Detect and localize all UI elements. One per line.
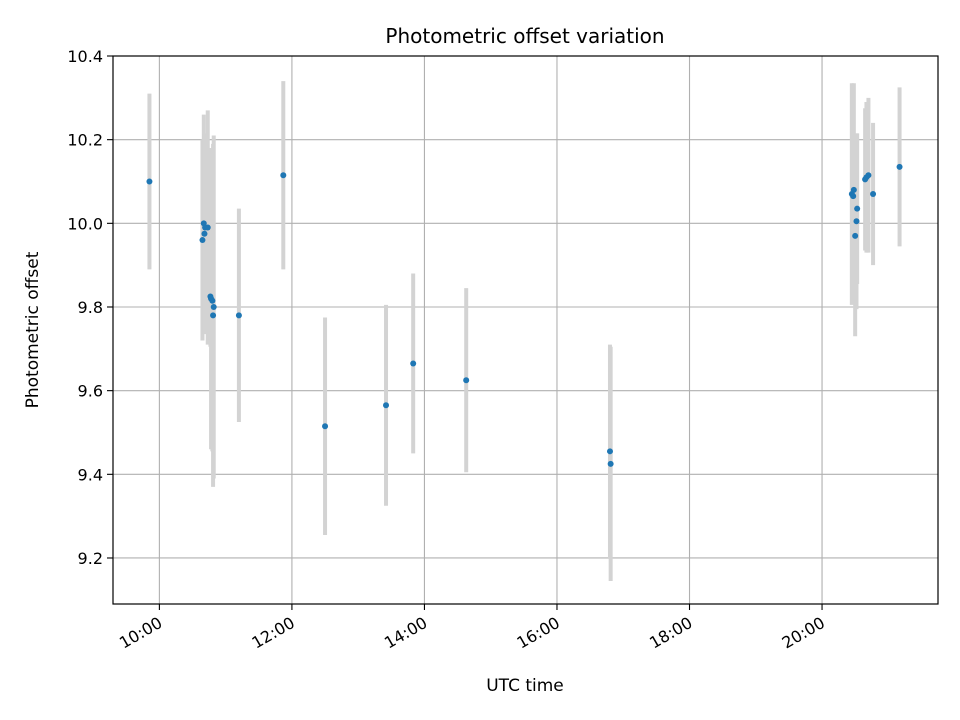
y-tick-label: 9.2 <box>78 549 103 568</box>
y-tick-label: 10.4 <box>67 47 103 66</box>
data-point <box>850 193 857 200</box>
y-axis-ticks: 9.2 9.4 9.6 9.8 10.0 10.2 10.4 <box>67 47 113 568</box>
data-point <box>204 224 211 231</box>
data-point <box>854 205 861 212</box>
data-point <box>322 423 329 430</box>
y-tick-label: 10.2 <box>67 131 103 150</box>
data-point <box>865 172 872 179</box>
data-point <box>463 377 470 384</box>
data-point <box>410 360 417 367</box>
data-point <box>607 460 614 467</box>
data-point <box>852 232 859 239</box>
plot-background <box>113 56 938 604</box>
y-tick-label: 10.0 <box>67 214 103 233</box>
grid <box>113 55 938 604</box>
data-point <box>209 297 216 304</box>
y-tick-label: 9.4 <box>78 465 103 484</box>
y-tick-label: 9.8 <box>78 298 103 317</box>
x-axis-label: UTC time <box>486 676 564 696</box>
data-point <box>199 237 206 244</box>
plot-frame <box>112 55 939 605</box>
data-point <box>201 230 208 237</box>
data-point <box>853 218 860 225</box>
data-point <box>235 312 242 319</box>
data-point <box>896 163 903 170</box>
data-point <box>146 178 153 185</box>
data-point <box>210 303 217 310</box>
y-axis-label: Photometric offset <box>23 251 43 408</box>
data-point <box>870 191 877 198</box>
data-point <box>210 312 217 319</box>
data-point <box>280 172 287 179</box>
data-point <box>606 448 613 455</box>
data-point <box>850 186 857 193</box>
data-points <box>146 163 903 467</box>
data-point <box>383 402 390 409</box>
chart-title: Photometric offset variation <box>385 24 664 48</box>
y-tick-label: 9.6 <box>78 382 103 401</box>
